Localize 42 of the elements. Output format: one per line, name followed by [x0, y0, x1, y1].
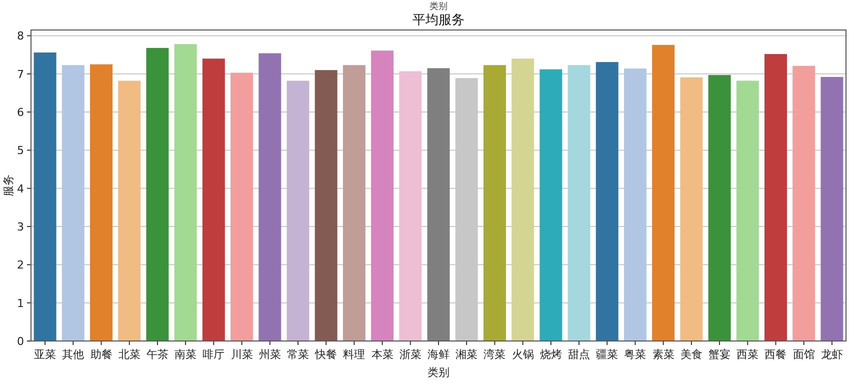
y-tick-label: 1 [17, 296, 24, 310]
y-tick-label: 3 [17, 220, 24, 234]
x-tick-label: 面馆 [792, 348, 815, 361]
x-tick-label: 疆菜 [596, 348, 618, 361]
x-tick-label: 湘菜 [456, 348, 478, 361]
x-tick-label: 甜点 [568, 348, 590, 361]
y-tick-label: 6 [17, 106, 24, 120]
text: 类别 [430, 1, 448, 12]
x-tick-label: 州菜 [258, 348, 281, 361]
x-tick-label: 啡厅 [202, 348, 225, 361]
x-tick-label: 料理 [343, 348, 366, 361]
x-tick-label: 湾菜 [484, 348, 506, 361]
x-tick-label: 午茶 [146, 348, 168, 361]
x-tick-label: 助餐 [90, 348, 112, 361]
x-tick-label: 素菜 [652, 348, 674, 361]
x-tick-label: 火锅 [512, 348, 534, 361]
x-tick-label: 龙虾 [820, 348, 843, 361]
x-tick-label: 烧烤 [540, 348, 562, 361]
x-tick-label: 本菜 [371, 348, 394, 361]
x-tick-label: 浙菜 [399, 348, 422, 361]
x-tick-label: 西菜 [736, 348, 759, 361]
y-tick-label: 8 [17, 30, 24, 43]
x-tick-label: 海鲜 [428, 348, 450, 361]
x-tick-label: 南菜 [174, 348, 197, 361]
y-tick-label: 0 [17, 335, 24, 348]
x-tick-label: 西餐 [764, 348, 787, 361]
x-tick-label: 快餐 [314, 348, 338, 361]
x-tick-label: 川菜 [230, 348, 253, 361]
x-tick-label: 北菜 [118, 348, 140, 361]
x-axis-title: 类别 [428, 366, 450, 379]
x-tick-label: 常菜 [286, 348, 309, 361]
x-tick-label: 蟹宴 [708, 348, 731, 361]
y-tick-label: 5 [17, 144, 24, 158]
y-tick-label: 2 [17, 258, 24, 272]
x-tick-label: 美食 [680, 348, 702, 361]
y-axis-title: 服务 [2, 174, 15, 196]
y-tick-label: 4 [17, 182, 24, 196]
x-tick-label: 粤菜 [624, 348, 646, 361]
x-tick-label: 亚菜 [34, 348, 56, 361]
x-tick-label: 其他 [62, 348, 84, 361]
y-tick-label: 7 [17, 68, 24, 81]
chart-title: 平均服务 [412, 13, 464, 28]
